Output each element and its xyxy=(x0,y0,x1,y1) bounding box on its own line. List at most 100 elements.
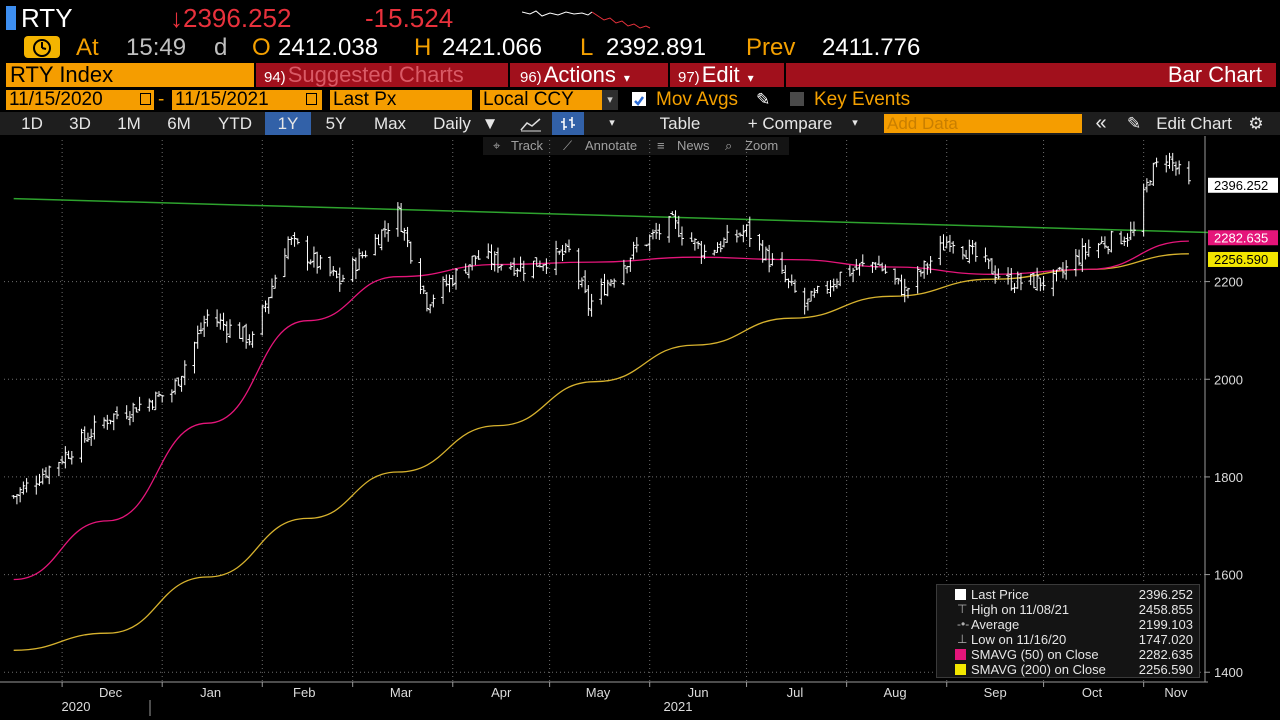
sma50-path xyxy=(13,240,1189,581)
chevron-down-icon[interactable]: ▾ xyxy=(602,90,618,110)
chart-tools: ⌖ Track ⟋ Annotate ≡ News ⌕ Zoom xyxy=(483,137,789,155)
legend-row-low: ⊥ Low on 11/16/20 1747.020 xyxy=(937,632,1199,647)
open-value: 2412.038 xyxy=(278,34,379,61)
x-month-label: Dec xyxy=(99,685,123,700)
gear-icon[interactable]: ⚙ xyxy=(1248,114,1264,133)
low-value: 2392.891 xyxy=(606,34,707,61)
period-5y[interactable]: 5Y xyxy=(325,114,347,133)
legend-value: 2396.252 xyxy=(1138,587,1193,602)
x-month-label: May xyxy=(586,685,611,700)
annotate-icon: ⟋ xyxy=(563,138,573,153)
period-ytd[interactable]: YTD xyxy=(218,114,252,133)
suggested-charts-menu[interactable]: 94)Suggested Charts xyxy=(264,63,464,87)
sparkline-red xyxy=(591,11,651,29)
news-icon: ≡ xyxy=(657,138,665,153)
legend-value: 2199.103 xyxy=(1138,617,1193,632)
x-month-label: Nov xyxy=(1164,685,1188,700)
chevron-down-icon[interactable]: ▼ xyxy=(481,114,499,133)
legend-label: SMAVG (50) on Close xyxy=(971,647,1099,662)
x-month-label: Feb xyxy=(293,685,315,700)
zoom-tool[interactable]: Zoom xyxy=(745,138,779,153)
security-field[interactable]: RTY Index xyxy=(6,63,254,87)
pencil-icon[interactable]: ✎ xyxy=(756,90,771,109)
calendar-icon[interactable] xyxy=(140,93,151,105)
legend-row-last-price: Last Price 2396.252 xyxy=(937,587,1199,602)
high-value: 2421.066 xyxy=(442,34,543,61)
legend-swatch xyxy=(955,664,966,675)
prev-label: Prev xyxy=(746,34,796,61)
actions-menu[interactable]: 96)Actions ▾ xyxy=(520,63,630,87)
period-1m[interactable]: 1M xyxy=(117,114,141,133)
y-tick-label: 2000 xyxy=(1214,372,1243,387)
x-month-label: Jan xyxy=(200,685,221,700)
value-tag-bg xyxy=(1208,251,1278,267)
chart-legend[interactable]: Last Price 2396.252 ⊤ High on 11/08/21 2… xyxy=(936,584,1200,678)
frequency-select[interactable]: Daily xyxy=(424,112,480,135)
legend-row-high: ⊤ High on 11/08/21 2458.855 xyxy=(937,602,1199,617)
chevron-down-icon[interactable]: ▾ xyxy=(609,117,615,129)
last-price: ↓2396.252 xyxy=(170,3,292,33)
pencil-icon[interactable]: ✎ xyxy=(1126,114,1142,133)
mov-avgs-checkbox[interactable] xyxy=(632,92,646,106)
period-1d[interactable]: 1D xyxy=(21,114,43,133)
chart-toolbar: 1D 3D 1M 6M YTD 1Y 5Y Max Daily ▼ ▾ Tabl… xyxy=(0,112,1280,135)
legend-value: 2282.635 xyxy=(1138,647,1193,662)
period-3d[interactable]: 3D xyxy=(69,114,91,133)
end-date-field[interactable]: 11/15/2021 xyxy=(172,90,322,110)
x-month-label: Aug xyxy=(883,685,906,700)
period-6m[interactable]: 6M xyxy=(167,114,191,133)
legend-label: Last Price xyxy=(971,587,1029,602)
chevron-down-icon: ▾ xyxy=(623,71,630,85)
collapse-button[interactable]: « xyxy=(1095,112,1107,134)
mov-avgs-label[interactable]: Mov Avgs xyxy=(656,89,739,110)
value-tag-text: 2282.635 xyxy=(1214,230,1268,245)
legend-row-average: -•- Average 2199.103 xyxy=(937,617,1199,632)
value-tag-bg xyxy=(1208,177,1278,193)
edit-menu[interactable]: 97)Edit ▾ xyxy=(678,63,754,87)
chevron-down-icon[interactable]: ▾ xyxy=(852,117,858,129)
legend-row-sma200: SMAVG (200) on Close 2256.590 xyxy=(937,662,1199,677)
table-button[interactable]: Table xyxy=(659,114,701,133)
compare-button[interactable]: + Compare xyxy=(747,114,833,133)
y-tick-label: 1400 xyxy=(1214,665,1243,680)
legend-label: High on 11/08/21 xyxy=(971,602,1070,617)
line-chart-icon[interactable] xyxy=(512,112,550,135)
price-chart[interactable]: 1400 1600 1800 2000 2200 Dec Jan Feb Mar Apr May J… xyxy=(0,136,1280,720)
net-change: -15.524 xyxy=(365,3,454,33)
bar-chart-icon[interactable] xyxy=(552,112,584,135)
currency-select[interactable]: Local CCY xyxy=(480,90,618,110)
x-year-label: 2020 xyxy=(62,699,91,714)
chart-options-bar: 11/15/2020 - 11/15/2021 Last Px Local CC… xyxy=(0,89,1280,111)
clock-icon[interactable] xyxy=(24,36,60,58)
edit-num: 97) xyxy=(678,69,700,86)
field-value: Last Px xyxy=(333,89,397,110)
x-month-label: Oct xyxy=(1082,685,1103,700)
calendar-icon[interactable] xyxy=(306,93,317,105)
legend-value: 2458.855 xyxy=(1138,602,1193,617)
legend-value: 2256.590 xyxy=(1138,662,1193,677)
trendline xyxy=(13,197,1219,234)
frequency-label: Daily xyxy=(433,114,471,133)
start-date-field[interactable]: 11/15/2020 xyxy=(6,90,154,110)
add-data-input[interactable]: Add Data xyxy=(884,114,1082,133)
y-tick-label: 1800 xyxy=(1214,470,1243,485)
news-tool[interactable]: News xyxy=(677,138,710,153)
field-select[interactable]: Last Px xyxy=(330,90,472,110)
track-tool[interactable]: Track xyxy=(511,138,544,153)
period-1y[interactable]: 1Y xyxy=(265,112,311,135)
legend-swatch xyxy=(955,589,966,600)
y-axis: 1400 1600 1800 2000 2200 xyxy=(0,136,1243,683)
ticker-symbol[interactable]: RTY xyxy=(21,3,73,33)
key-events-label[interactable]: Key Events xyxy=(814,89,911,110)
x-month-label: Jun xyxy=(688,685,709,700)
legend-swatch xyxy=(955,649,966,660)
low-marker-icon: ⊥ xyxy=(957,632,968,646)
edit-chart-button[interactable]: Edit Chart xyxy=(1156,114,1232,133)
annotate-tool[interactable]: Annotate xyxy=(585,138,638,153)
key-events-checkbox[interactable] xyxy=(790,92,804,106)
period-max[interactable]: Max xyxy=(373,114,407,133)
menu-separator xyxy=(784,63,786,87)
quote-time: 15:49 xyxy=(126,34,187,61)
x-month-label: Apr xyxy=(491,685,512,700)
edit-label: Edit xyxy=(701,62,740,87)
